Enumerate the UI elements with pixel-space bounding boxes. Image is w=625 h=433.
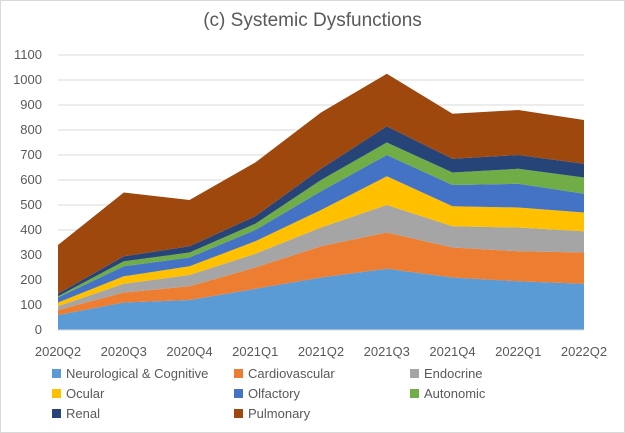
- legend-item: Ocular: [52, 386, 104, 401]
- area-series-autonomic: [58, 142, 584, 298]
- y-tick-label: 400: [20, 222, 42, 237]
- legend-item: Cardiovascular: [234, 366, 335, 381]
- area-series-neurological-cognitive: [58, 268, 584, 330]
- area-series-endocrine: [58, 205, 584, 310]
- legend-label: Pulmonary: [248, 406, 311, 421]
- x-tick-label: 2022Q1: [495, 344, 541, 359]
- legend-label: Endocrine: [424, 366, 483, 381]
- x-tick-label: 2021Q2: [298, 344, 344, 359]
- legend-item: Pulmonary: [234, 406, 310, 421]
- y-tick-label: 1100: [14, 47, 42, 62]
- x-tick-label: 2021Q1: [232, 344, 278, 359]
- x-tick-label: 2020Q4: [166, 344, 212, 359]
- x-tick-label: 2020Q2: [35, 344, 81, 359]
- legend-label: Autonomic: [424, 386, 486, 401]
- area-series-renal: [58, 126, 584, 297]
- legend-label: Neurological & Cognitive: [66, 366, 209, 381]
- legend-swatch: [52, 389, 61, 398]
- legend-label: Renal: [66, 406, 100, 421]
- legend-item: Olfactory: [234, 386, 300, 401]
- legend-label: Olfactory: [248, 386, 301, 401]
- x-tick-label: 2020Q3: [101, 344, 147, 359]
- y-tick-label: 0: [35, 322, 42, 337]
- area-series-ocular: [58, 176, 584, 307]
- y-tick-label: 200: [20, 272, 42, 287]
- legend-label: Ocular: [66, 386, 105, 401]
- legend-swatch: [52, 369, 61, 378]
- area-series-cardiovascular: [58, 232, 584, 315]
- y-tick-label: 800: [20, 122, 42, 137]
- area-series-pulmonary: [58, 73, 584, 294]
- legend-label: Cardiovascular: [248, 366, 335, 381]
- chart-title: (c) Systemic Dysfunctions: [203, 10, 422, 31]
- y-tick-label: 600: [20, 172, 42, 187]
- y-tick-label: 500: [20, 197, 42, 212]
- y-tick-label: 300: [20, 247, 42, 262]
- legend-swatch: [234, 369, 243, 378]
- legend-swatch: [52, 409, 61, 418]
- legend-item: Renal: [52, 406, 100, 421]
- legend-swatch: [410, 369, 419, 378]
- y-tick-label: 700: [20, 147, 42, 162]
- legend-item: Neurological & Cognitive: [52, 366, 208, 381]
- legend-swatch: [234, 389, 243, 398]
- legend-item: Autonomic: [410, 386, 485, 401]
- x-tick-label: 2022Q2: [561, 344, 607, 359]
- x-tick-label: 2021Q4: [429, 344, 475, 359]
- y-tick-label: 900: [20, 97, 42, 112]
- y-tick-label: 1000: [13, 72, 42, 87]
- x-tick-label: 2021Q3: [364, 344, 410, 359]
- y-tick-label: 100: [20, 297, 42, 312]
- legend-item: Endocrine: [410, 366, 483, 381]
- legend-swatch: [410, 389, 419, 398]
- legend-swatch: [234, 409, 243, 418]
- area-series-olfactory: [58, 155, 584, 303]
